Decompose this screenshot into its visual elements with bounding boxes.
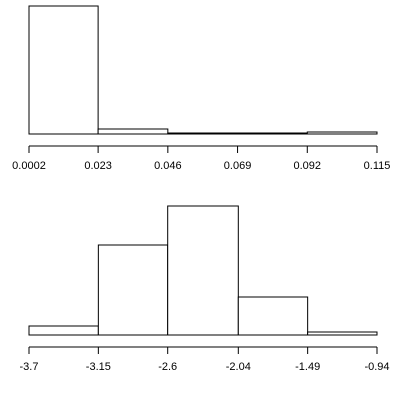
x-tick-label: 0.023 <box>84 160 112 172</box>
x-tick-label: -0.94 <box>364 361 389 373</box>
x-tick-label: -2.04 <box>226 361 251 373</box>
x-tick-label: 0.046 <box>154 160 182 172</box>
x-tick-label: -3.7 <box>20 361 39 373</box>
bar <box>306 131 378 135</box>
x-tick-label: 0.069 <box>224 160 252 172</box>
x-tick-label: 0.115 <box>364 160 391 172</box>
bar <box>97 244 169 336</box>
bar <box>237 296 309 336</box>
bar <box>28 325 99 336</box>
bar <box>237 132 308 135</box>
x-tick-label: -2.6 <box>158 361 177 373</box>
x-tick-label: -1.49 <box>295 361 320 373</box>
bar <box>28 5 99 135</box>
x-tick-label: -3.15 <box>86 361 111 373</box>
x-tick-label: 0.092 <box>294 160 322 172</box>
bar <box>307 331 378 336</box>
bar <box>167 132 239 135</box>
bar <box>97 128 169 135</box>
bar <box>167 205 239 336</box>
x-tick-label: 0.0002 <box>12 160 46 172</box>
